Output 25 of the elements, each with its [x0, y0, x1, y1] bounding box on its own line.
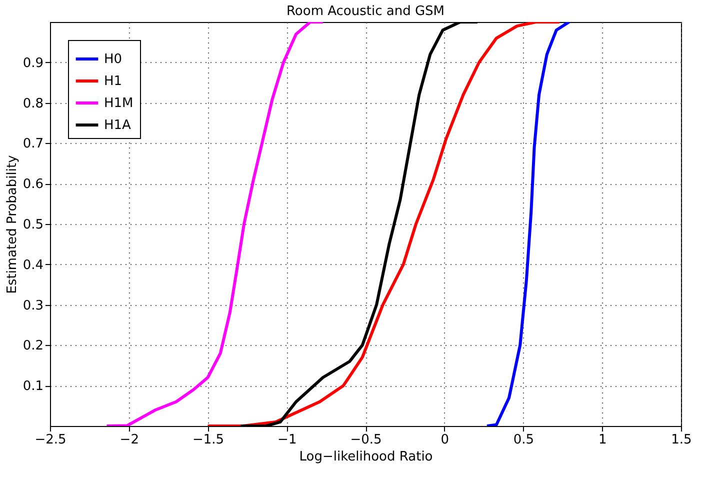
- x-tick-label: −2.5: [34, 432, 66, 448]
- x-tick-label: 1.5: [671, 432, 692, 448]
- x-tick-label: 1: [598, 432, 607, 448]
- x-tick-label: −1.5: [192, 432, 224, 448]
- x-tick-label: 0: [440, 432, 450, 448]
- legend-label: H1M: [104, 96, 134, 111]
- y-axis-title: Estimated Probability: [4, 154, 20, 294]
- y-tick-label: 0.8: [22, 96, 44, 112]
- y-tick-label: 0.5: [22, 218, 44, 232]
- legend-label: H1: [104, 74, 122, 89]
- x-axis-title: Log−likelihood Ratio: [299, 450, 433, 464]
- x-tick-label: −1: [278, 432, 297, 448]
- y-tick-label: 0.6: [22, 177, 44, 192]
- legend-label: H0: [104, 52, 122, 67]
- x-tick-label: −0.5: [350, 432, 382, 448]
- y-tick-label: 0.1: [22, 379, 44, 394]
- y-tick-label: 0.2: [22, 338, 44, 354]
- chart-title: Room Acoustic and GSM: [286, 4, 445, 19]
- y-tick-label: 0.3: [22, 298, 44, 314]
- x-tick-label: −2: [120, 432, 139, 448]
- legend-label: H1A: [104, 118, 132, 133]
- x-tick-label: 0.5: [513, 432, 534, 448]
- y-tick-label: 0.7: [22, 136, 44, 152]
- y-tick-label: 0.9: [22, 56, 44, 71]
- y-tick-label: 0.4: [22, 258, 44, 273]
